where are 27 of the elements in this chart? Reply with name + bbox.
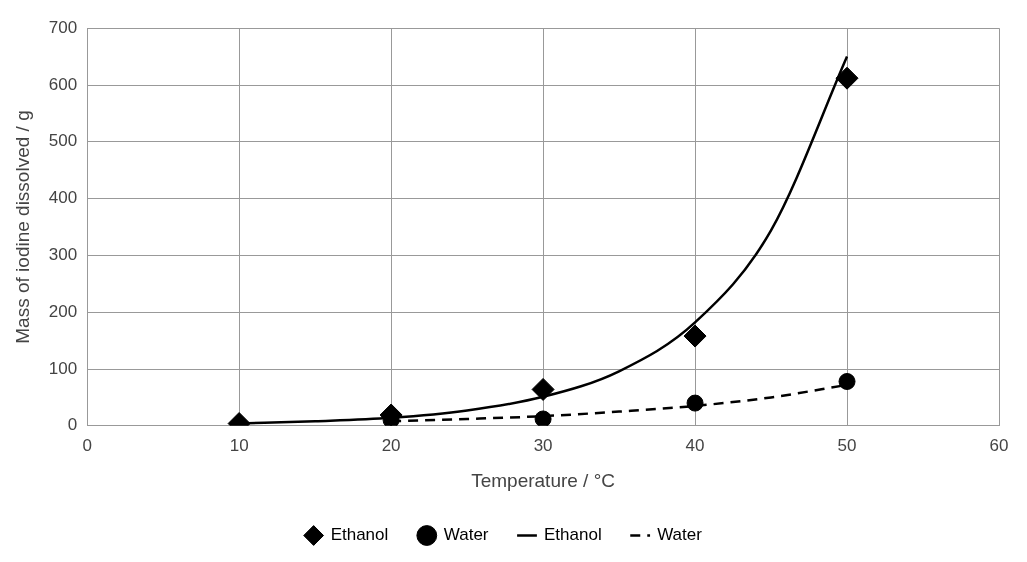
x-tick-label: 40 <box>685 435 705 455</box>
y-axis-title: Mass of iodine dissolved / g <box>11 110 33 344</box>
y-tick-label: 0 <box>67 415 78 435</box>
y-tick-label: 300 <box>48 245 78 265</box>
y-tick-label: 400 <box>48 188 78 208</box>
point <box>838 373 856 390</box>
point <box>835 66 859 90</box>
legend-label: Water <box>657 525 703 545</box>
point <box>683 324 707 348</box>
x-tick-label: 60 <box>989 435 1009 455</box>
legend-label: Ethanol <box>330 525 389 545</box>
legend-label: Water <box>443 525 489 545</box>
x-axis-title: Temperature / °C <box>471 469 615 491</box>
y-tick-label: 100 <box>48 358 78 378</box>
point <box>534 410 552 426</box>
x-tick-label: 10 <box>229 435 249 455</box>
y-tick-label: 200 <box>48 301 78 321</box>
point <box>531 377 555 401</box>
point <box>686 394 704 412</box>
y-tick-label: 500 <box>48 131 78 151</box>
y-tick-label: 700 <box>48 17 78 37</box>
x-tick-label: 0 <box>82 435 92 455</box>
x-tick-label: 30 <box>533 435 553 455</box>
x-tick-label: 50 <box>837 435 857 455</box>
x-tick-label: 20 <box>381 435 401 455</box>
legend-label: Ethanol <box>544 525 602 545</box>
y-tick-label: 600 <box>48 74 78 94</box>
